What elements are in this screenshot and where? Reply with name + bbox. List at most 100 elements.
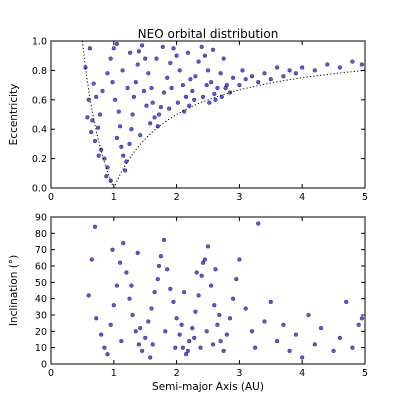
bottom-ylabel: Inclination (°) [8, 255, 20, 326]
bottom-point [94, 316, 99, 321]
bottom-points [86, 221, 364, 360]
bottom-point [281, 322, 286, 327]
bottom-ytick-label: 60 [35, 262, 47, 273]
top-point [215, 85, 220, 91]
bottom-point [148, 355, 153, 360]
top-point [149, 85, 154, 91]
top-point [192, 97, 197, 102]
bottom-point [215, 322, 220, 327]
top-point [96, 153, 101, 158]
bottom-point [359, 316, 364, 321]
top-point [135, 62, 140, 67]
bottom-point [194, 270, 199, 275]
bottom-point [140, 348, 145, 353]
top-point [85, 115, 90, 120]
top-xtick-label: 0 [48, 192, 54, 203]
bottom-point [179, 322, 184, 327]
top-point [174, 53, 179, 58]
bottom-point [331, 348, 336, 353]
bottom-point [262, 319, 267, 324]
bottom-point [249, 329, 255, 334]
top-point [128, 50, 133, 55]
bottom-point [187, 339, 192, 344]
bottom-ytick-label: 10 [35, 343, 47, 354]
bottom-ytick-label: 20 [35, 327, 47, 338]
top-point [112, 97, 118, 102]
bottom-point [149, 306, 154, 311]
top-point [114, 41, 119, 46]
top-ytick-label: 0.4 [32, 125, 47, 136]
top-point [150, 100, 155, 105]
bottom-point [210, 342, 216, 347]
top-point [127, 141, 132, 146]
bottom-point [231, 296, 236, 301]
bottom-point [177, 332, 182, 337]
bottom-point [192, 335, 197, 340]
bottom-point [306, 312, 311, 318]
bottom-point [356, 322, 361, 327]
top-panel: 0 1 2 3 4 5 0.0 0.2 0.4 0.6 0.8 1.0 Eccentricity [8, 37, 368, 204]
bottom-point [111, 303, 116, 308]
bottom-point [185, 348, 190, 353]
bottom-point [218, 339, 223, 344]
top-point [99, 147, 104, 152]
top-point [256, 80, 261, 85]
bottom-point [152, 290, 157, 295]
bottom-point [127, 296, 132, 301]
top-point [219, 94, 224, 99]
top-point [199, 44, 204, 49]
top-point [218, 71, 223, 76]
top-point [94, 94, 99, 99]
top-point [120, 68, 125, 73]
bottom-ytick-label: 80 [35, 229, 47, 240]
bottom-point [165, 267, 170, 272]
top-point [209, 80, 214, 85]
top-xtick-label: 5 [362, 192, 368, 203]
top-point [221, 56, 226, 61]
top-point [165, 75, 170, 80]
bottom-point [124, 270, 129, 275]
top-point [146, 71, 151, 76]
bottom-xtick-label: 1 [111, 368, 117, 379]
bottom-point [173, 345, 178, 350]
top-xtick-label: 3 [236, 192, 242, 203]
bottom-point [86, 293, 91, 298]
top-point [154, 56, 159, 61]
top-point [193, 74, 198, 79]
top-point [156, 112, 162, 117]
bottom-point [275, 339, 280, 344]
bottom-point [138, 326, 143, 331]
top-point [204, 82, 209, 88]
bottom-point [205, 244, 211, 249]
top-point [202, 53, 207, 58]
top-ylabel: Eccentricity [8, 84, 20, 146]
chart-title: NEO orbital distribution [138, 27, 279, 41]
top-point [140, 43, 145, 48]
bottom-point [268, 299, 273, 304]
top-guides [81, 40, 366, 189]
bottom-point [227, 316, 233, 321]
bottom-point [121, 241, 126, 246]
bottom-point [212, 303, 217, 308]
bottom-ytick-label: 50 [35, 278, 47, 289]
bottom-point [133, 329, 138, 334]
top-point [108, 56, 113, 61]
top-point [168, 60, 173, 66]
top-point [148, 121, 153, 126]
top-point [205, 68, 211, 73]
bottom-point [171, 299, 176, 304]
top-point [158, 104, 163, 110]
top-point [167, 106, 172, 111]
bottom-xtick-label: 4 [299, 368, 305, 379]
bottom-xtick-label: 0 [48, 368, 54, 379]
top-point [117, 124, 123, 129]
bottom-point [198, 345, 203, 350]
bottom-point [243, 306, 248, 311]
bottom-point [182, 290, 187, 295]
top-point [130, 112, 135, 117]
bottom-ytick-label: 30 [35, 311, 47, 322]
top-point [196, 59, 201, 64]
top-point [104, 174, 109, 179]
